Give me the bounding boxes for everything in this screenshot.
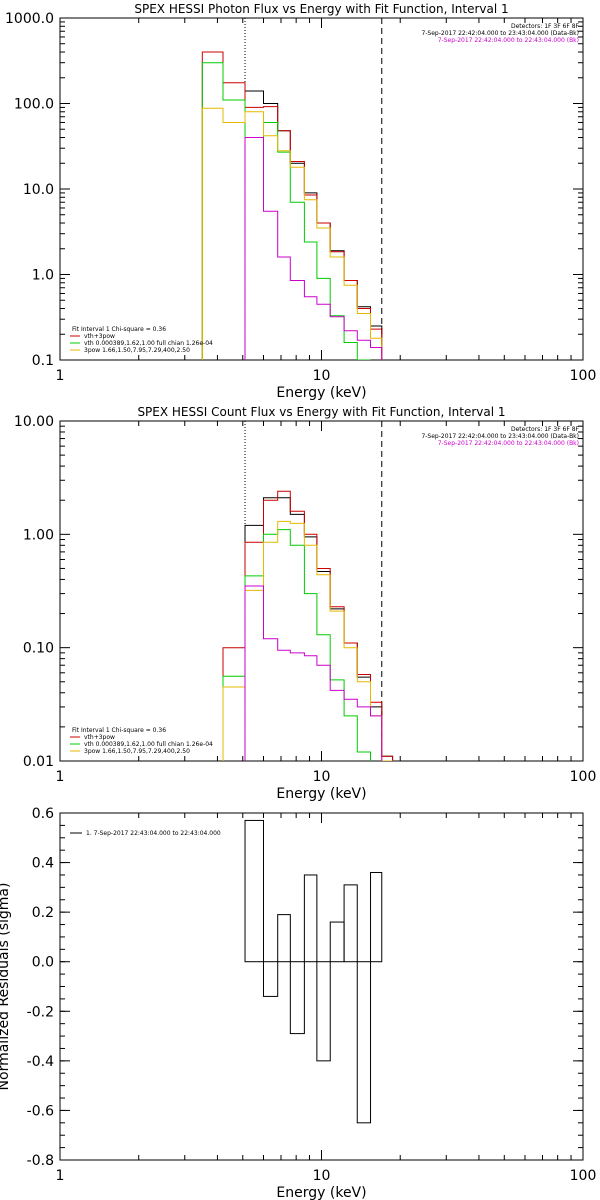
- step-series-2: [201, 62, 371, 360]
- y-tick-label: 0.10: [23, 641, 54, 657]
- step-series-3: [222, 520, 393, 761]
- residuals-panel: 1 10 100 -0.8 -0.6 -0.4 -0.2 0.0 0.2 0.4 0.6 Energy…: [0, 806, 596, 1200]
- step-series-0: [244, 497, 394, 761]
- y-tick-label: 0.0: [32, 955, 54, 971]
- residual-bar: [343, 884, 358, 963]
- residual-bar: [303, 874, 318, 963]
- y-tick-label: -0.2: [27, 1004, 54, 1020]
- step-series-4: [244, 585, 383, 761]
- legend-text: vth 0.000389,1.62,1.00 full chian 1.26e-…: [84, 340, 213, 347]
- y-tick-label: 1.0: [32, 268, 54, 284]
- plot-frame: [59, 17, 584, 361]
- y-tick-label: 0.01: [23, 754, 54, 770]
- y-tick-label: -0.4: [27, 1054, 54, 1070]
- step-series-4: [244, 137, 383, 360]
- residual-bar: [277, 914, 291, 963]
- y-tick-label: 10.00: [14, 414, 54, 430]
- residual-bar: [244, 819, 264, 963]
- residual-bar: [289, 961, 305, 1035]
- legend-text: 3pow 1.66,1.50,7.95,7.29,400,2.50: [84, 748, 190, 755]
- step-series-0: [244, 90, 383, 360]
- count-flux-panel: SPEX HESSI Count Flux vs Energy with Fit…: [14, 405, 596, 802]
- residual-bar: [356, 961, 372, 1124]
- x-axis-label: Energy (keV): [276, 1185, 366, 1200]
- x-axis-label: Energy (keV): [276, 786, 366, 802]
- step-series-1: [201, 51, 383, 360]
- legend-text: vth 0.000389,1.62,1.00 full chian 1.26e-…: [84, 741, 213, 748]
- legend-text: 3pow 1.66,1.50,7.95,7.29,400,2.50: [84, 347, 190, 354]
- x-tick-label: 100: [570, 368, 597, 384]
- y-tick-label: 10.0: [23, 182, 54, 198]
- y-tick-label: 100.0: [14, 97, 54, 113]
- x-tick-label: 10: [313, 1168, 331, 1184]
- header-text: Detectors: 1F 3F 6F 8F: [511, 23, 580, 30]
- x-tick-label: 1: [56, 368, 65, 384]
- step-series-2: [222, 529, 371, 761]
- residual-bar: [316, 961, 331, 1062]
- header-text: 7-Sep-2017 22:42:04.000 to 23:43:04.000 …: [421, 433, 579, 440]
- x-tick-label: 100: [570, 1168, 597, 1184]
- legend-text: vth+3pow: [84, 734, 115, 741]
- header-text: Detectors: 1F 3F 6F 8F: [511, 426, 580, 433]
- header-text: 7-Sep-2017 22:42:04.000 to 23:43:04.000 …: [421, 30, 579, 37]
- step-series-3: [201, 107, 383, 360]
- legend-text: Fit Interval 1 Chi-square = 0.36: [72, 727, 166, 734]
- x-axis-label: Energy (keV): [276, 385, 366, 401]
- y-tick-label: 1.00: [23, 527, 54, 543]
- legend-text: 1. 7-Sep-2017 22:43:04.000 to 22:43:04.0…: [86, 830, 221, 837]
- legend-text: Fit Interval 1 Chi-square = 0.36: [72, 326, 166, 333]
- plot-frame: [59, 420, 584, 762]
- step-series-1: [222, 490, 394, 761]
- x-tick-label: 1: [56, 1168, 65, 1184]
- y-tick-label: 0.4: [32, 856, 54, 872]
- photon-flux-panel: SPEX HESSI Photon Flux vs Energy with Fi…: [5, 2, 596, 401]
- chart-title: SPEX HESSI Count Flux vs Energy with Fit…: [137, 405, 505, 419]
- y-tick-label: 1000.0: [5, 11, 54, 27]
- header-text: 7-Sep-2017 22:42:04.000 to 22:43:04.000 …: [438, 37, 579, 44]
- y-tick-label: -0.8: [27, 1153, 54, 1169]
- residual-bar: [262, 961, 279, 997]
- y-tick-label: 0.2: [32, 905, 54, 921]
- x-tick-label: 10: [313, 769, 331, 785]
- plot-frame: [59, 812, 584, 1161]
- x-tick-label: 100: [570, 769, 597, 785]
- residual-bar: [329, 921, 345, 963]
- header-text: 7-Sep-2017 22:42:04.000 to 22:43:04.000 …: [438, 440, 579, 447]
- legend-text: vth+3pow: [84, 333, 115, 340]
- y-tick-label: -0.6: [27, 1103, 54, 1119]
- chart-title: SPEX HESSI Photon Flux vs Energy with Fi…: [134, 2, 508, 16]
- residual-bar: [370, 871, 383, 963]
- y-axis-label: Normalized Residuals (sigma): [0, 883, 12, 1091]
- y-tick-label: 0.1: [32, 353, 54, 369]
- x-tick-label: 10: [313, 368, 331, 384]
- x-tick-label: 1: [56, 769, 65, 785]
- y-tick-label: 0.6: [32, 806, 54, 822]
